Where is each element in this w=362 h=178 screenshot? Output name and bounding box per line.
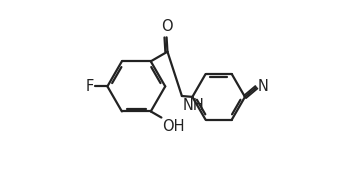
Text: O: O — [161, 19, 172, 34]
Text: NH: NH — [182, 98, 204, 113]
Text: OH: OH — [162, 119, 185, 134]
Text: F: F — [86, 79, 94, 94]
Text: N: N — [258, 79, 269, 94]
